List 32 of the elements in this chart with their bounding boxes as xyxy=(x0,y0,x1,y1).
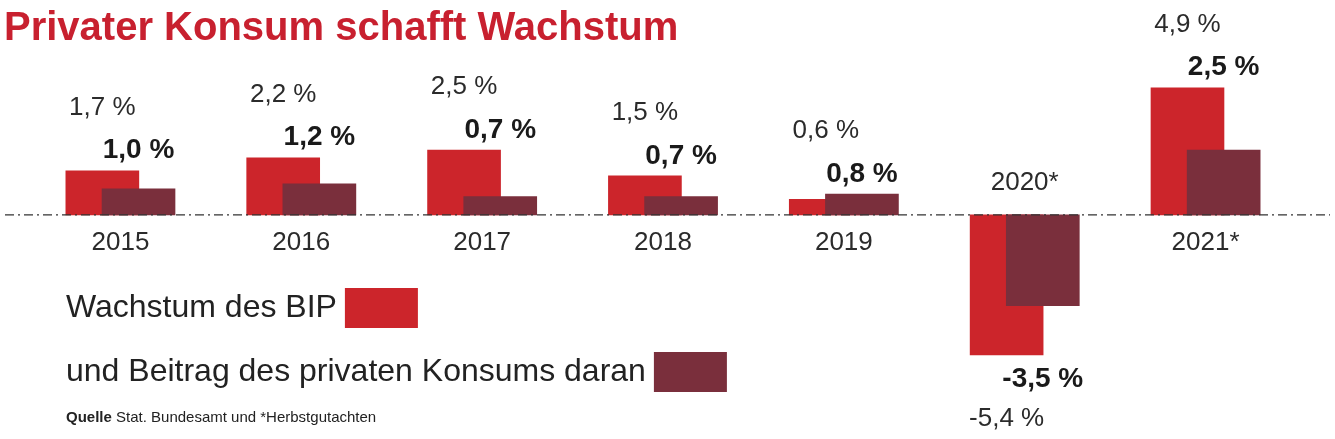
bar xyxy=(282,183,357,216)
source-note: Quelle Stat. Bundesamt und *Herbstgutachten xyxy=(66,408,377,426)
chart-title: Privater Konsum schafft Wachstum xyxy=(4,4,679,48)
bar xyxy=(1005,214,1080,306)
data-label: 1,7 % xyxy=(69,90,136,121)
data-label: 0,8 % xyxy=(826,156,898,188)
bar xyxy=(644,196,718,216)
legend-label: Wachstum des BIP xyxy=(66,287,337,324)
x-tick-label: 2015 xyxy=(91,226,150,257)
x-tick-label: 2018 xyxy=(634,226,692,257)
data-label: 2,5 % xyxy=(430,70,498,101)
data-label: 0,7 % xyxy=(464,112,537,144)
data-label: -5,4 % xyxy=(969,402,1045,433)
legend-label: und Beitrag des privaten Konsums daran xyxy=(66,351,646,388)
data-label: 1,0 % xyxy=(102,133,175,165)
data-label: 2,5 % xyxy=(1187,50,1260,82)
bar xyxy=(101,188,176,216)
bar xyxy=(825,193,899,216)
data-label: 1,5 % xyxy=(611,96,679,127)
data-label: -3,5 % xyxy=(1002,361,1084,393)
data-label: 0,6 % xyxy=(792,114,860,145)
x-tick-label: 2017 xyxy=(453,226,512,257)
data-label: 0,7 % xyxy=(645,138,717,170)
bar xyxy=(1186,149,1261,216)
bar xyxy=(463,196,538,216)
data-label: 4,9 % xyxy=(1154,7,1221,38)
x-tick-label: 2020* xyxy=(990,166,1059,197)
x-tick-label: 2019 xyxy=(814,226,873,257)
x-tick-label: 2021* xyxy=(1171,226,1240,257)
data-label: 1,2 % xyxy=(283,120,356,152)
x-tick-label: 2016 xyxy=(272,226,331,257)
data-label: 2,2 % xyxy=(249,77,317,108)
